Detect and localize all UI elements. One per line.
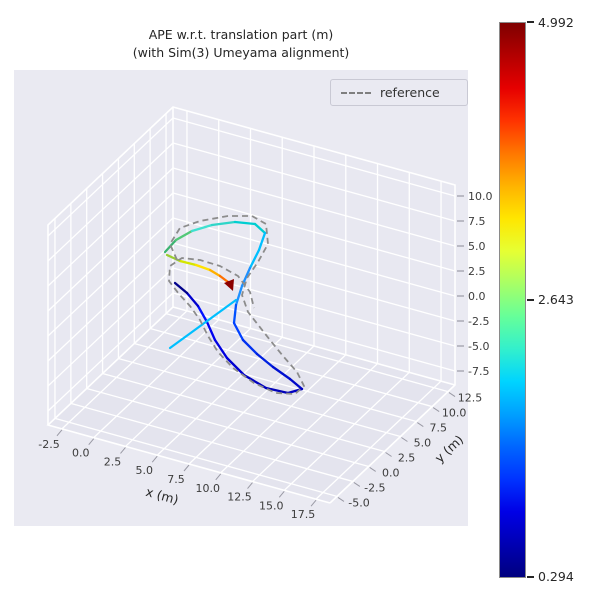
legend: reference — [330, 79, 468, 106]
legend-label: reference — [380, 85, 440, 100]
y-tick-mark — [385, 452, 392, 457]
x-tick-label: 15.0 — [259, 499, 284, 512]
estimate-trajectory-segment — [248, 248, 261, 270]
z-tick-label: -5.0 — [468, 340, 489, 353]
estimate-trajectory-segment — [178, 259, 198, 267]
estimate-trajectory-segment — [233, 220, 257, 226]
x-tick-label: 12.5 — [227, 491, 252, 504]
z-tick-label: 2.5 — [468, 265, 486, 278]
y-tick-mark — [401, 437, 408, 442]
y-tick-label: 10.0 — [442, 407, 467, 420]
y-tick-label: -2.5 — [364, 481, 385, 494]
reference-trajectory — [168, 215, 305, 395]
x-tick-label: 17.5 — [291, 508, 316, 521]
y-tick-mark — [432, 407, 440, 412]
x-tick-mark — [56, 429, 63, 437]
y-tick-mark — [353, 482, 361, 487]
estimate-trajectory-segment — [257, 231, 267, 252]
z-tick-label: 10.0 — [468, 190, 493, 203]
colorbar-tick-mid — [527, 299, 534, 301]
x-tick-mark — [278, 491, 285, 498]
z-tick-label: 0.0 — [468, 290, 486, 303]
trajectory-end-arrowhead — [224, 279, 234, 291]
y-tick-label: 7.5 — [430, 422, 448, 435]
estimate-trajectory-segment — [264, 386, 290, 395]
x-tick-label: 7.5 — [167, 473, 185, 486]
estimate-trajectory-segment — [194, 263, 212, 272]
estimate-trajectory-segment — [232, 303, 238, 325]
y-tick-label: -5.0 — [348, 496, 369, 509]
estimate-trajectory-segment — [205, 320, 217, 342]
x-tick-mark — [120, 447, 126, 454]
estimate-trajectory-segment — [253, 222, 267, 235]
colorbar-tick-max — [527, 21, 534, 23]
z-tick-label: -7.5 — [468, 365, 489, 378]
estimate-trajectory-segment — [218, 274, 230, 284]
x-tick-mark — [310, 499, 317, 507]
estimate-trajectory-segment — [173, 281, 189, 295]
colorbar-label-min: 0.294 — [538, 569, 574, 584]
estimate-trajectory-segment — [241, 338, 259, 356]
box-outer-edges — [47, 106, 456, 504]
x-tick-mark — [183, 464, 190, 472]
z-tick-label: 5.0 — [468, 240, 486, 253]
z-tick-label: -2.5 — [468, 315, 489, 328]
estimate-trajectory-segment — [213, 338, 229, 360]
x-tick-label: -2.5 — [38, 438, 59, 451]
estimate-trajectory-segment — [196, 304, 209, 324]
x-tick-label: 0.0 — [72, 447, 90, 460]
colorbar — [499, 22, 526, 578]
box-bottom-edges — [46, 306, 456, 504]
x-tick-label: 10.0 — [196, 482, 221, 495]
y-tick-mark — [369, 467, 376, 472]
y-tick-label: 12.5 — [458, 392, 483, 405]
colorbar-label-mid: 2.643 — [538, 292, 574, 307]
estimate-trajectory-segment — [232, 321, 245, 342]
estimate-segment — [168, 298, 238, 350]
y-tick-mark — [417, 422, 424, 427]
estimate-trajectory-segment — [288, 377, 304, 391]
estimate-trajectory-segment — [210, 220, 237, 227]
chart-title-line-1: APE w.r.t. translation part (m) — [148, 27, 334, 42]
estimate-trajectory-segment — [190, 223, 214, 233]
estimate-trajectory-segment — [271, 365, 292, 381]
x-tick-label: 2.5 — [104, 455, 122, 468]
y-tick-mark — [448, 392, 456, 398]
estimate-trajectory-segment — [165, 253, 182, 263]
estimate-trajectory-segment — [255, 352, 275, 369]
y-tick-label: 0.0 — [382, 466, 400, 479]
x-tick-mark — [151, 455, 158, 463]
x-tick-label: 5.0 — [135, 464, 153, 477]
colorbar-tick-min — [527, 576, 534, 578]
estimate-trajectory-segment — [174, 229, 194, 242]
left-wall-pane — [48, 107, 173, 425]
x-tick-mark — [88, 438, 95, 445]
estimate-trajectory-segment — [208, 268, 222, 278]
estimate-trajectory-segment — [185, 291, 200, 308]
estimate-trajectory-segment — [234, 284, 244, 307]
colorbar-label-max: 4.992 — [538, 15, 574, 30]
y-tick-label: 2.5 — [398, 451, 416, 464]
x-tick-mark — [215, 473, 222, 481]
x-tick-mark — [247, 482, 253, 489]
y-tick-mark — [337, 496, 345, 502]
chart-title-line-2: (with Sim(3) Umeyama alignment) — [132, 45, 350, 60]
estimate-trajectory-segment — [225, 356, 246, 377]
z-tick-label: 7.5 — [468, 215, 486, 228]
reference-legend-line-icon — [341, 91, 371, 94]
y-tick-label: 5.0 — [414, 437, 432, 450]
